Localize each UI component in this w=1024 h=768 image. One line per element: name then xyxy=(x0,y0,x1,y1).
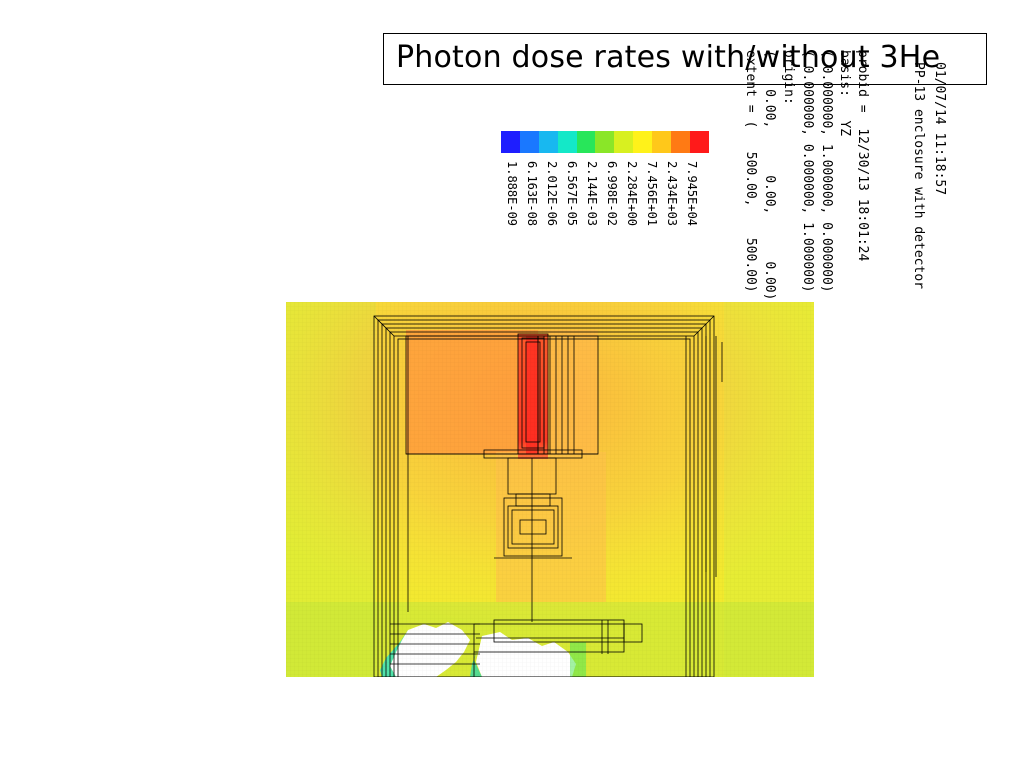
legend-swatch xyxy=(557,131,577,153)
color-legend-bar xyxy=(501,131,709,153)
legend-label: 1.888E-09 xyxy=(505,161,519,227)
legend-swatch xyxy=(519,131,539,153)
slide-title: Photon dose rates with/without 3He xyxy=(396,40,941,75)
legend-label: 2.434E+03 xyxy=(665,161,679,227)
header-line-basis-vector-1: ( 0.000000, 1.000000, 0.000000) xyxy=(819,50,834,293)
legend-label: 7.456E+01 xyxy=(645,161,659,227)
legend-swatch xyxy=(671,131,690,153)
legend-label: 2.012E-06 xyxy=(545,161,559,227)
geometry-lines xyxy=(373,315,723,677)
legend-swatch xyxy=(633,131,653,153)
legend-swatch xyxy=(652,131,672,153)
legend-swatch xyxy=(538,131,558,153)
legend-label: 7.945E+04 xyxy=(685,161,699,227)
legend-swatch xyxy=(501,131,520,153)
dose-rate-map xyxy=(286,302,814,677)
header-line-basis-vector-2: ( 0.000000, 0.000000, 1.000000) xyxy=(800,50,815,293)
legend-label: 6.163E-08 xyxy=(525,161,539,227)
legend-swatch xyxy=(614,131,634,153)
legend-swatch xyxy=(689,131,709,153)
legend-label: 2.144E-03 xyxy=(585,161,599,227)
header-line-extent: extent = ( 500.00, 500.00) xyxy=(743,50,758,293)
header-line-origin: ( 0.00, 0.00, 0.00) xyxy=(762,50,777,301)
header-line-problem-title: PP-13 enclosure with detector xyxy=(911,62,926,289)
legend-swatch xyxy=(576,131,596,153)
legend-label: 2.284E+00 xyxy=(625,161,639,227)
legend-label: 6.567E-05 xyxy=(565,161,579,227)
legend-label: 6.998E-02 xyxy=(605,161,619,227)
title-box: Photon dose rates with/without 3He xyxy=(383,33,987,85)
legend-swatch xyxy=(595,131,615,153)
